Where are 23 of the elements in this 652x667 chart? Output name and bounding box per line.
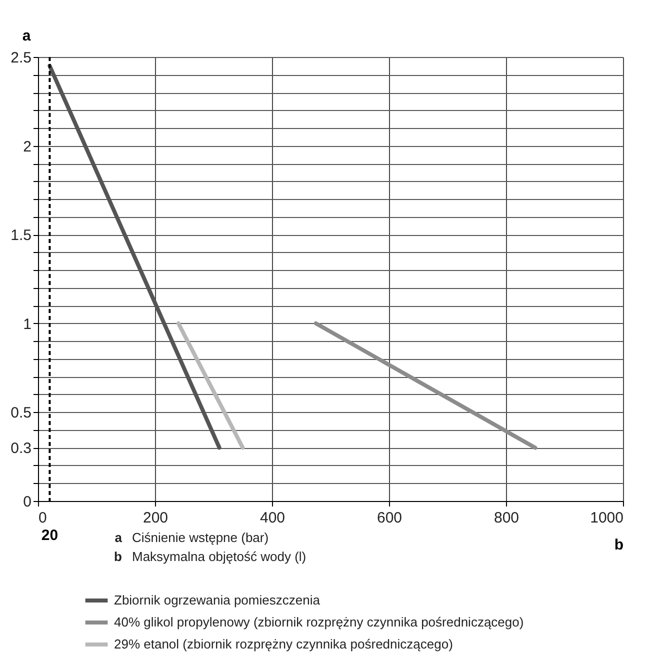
y-tick-label: 0 <box>23 494 32 510</box>
y-axis-title: a <box>22 28 32 44</box>
ref-line-label: 20 <box>41 527 58 544</box>
y-tick-label: 0.5 <box>10 404 32 422</box>
y-tick-label: 2.5 <box>10 50 32 66</box>
x-tick-label: 1000 <box>590 510 624 526</box>
y-tick-label: 0.3 <box>10 440 32 458</box>
legend-label: Zbiornik ogrzewania pomieszczenia <box>114 592 321 608</box>
text: b <box>114 549 122 564</box>
x-tick-label: 200 <box>142 510 168 526</box>
legend-label: 40% glikol propylenowy (zbiornik rozprężny czynnika pośredniczącego) <box>114 614 524 630</box>
x-tick-label: 600 <box>376 510 402 526</box>
text: a <box>114 530 122 545</box>
y-tick-label: 2 <box>23 138 32 156</box>
text: Ciśnienie wstępne (bar) <box>132 530 269 545</box>
x-tick-label: 800 <box>494 510 520 526</box>
legend-label: 29% etanol (zbiornik rozprężny czynnika pośredniczącego) <box>114 636 453 652</box>
x-tick-label: 400 <box>260 510 286 526</box>
x-tick-label: 0 <box>38 510 47 526</box>
y-tick-label: 1 <box>23 316 32 333</box>
x-axis-title: b <box>614 536 624 554</box>
y-tick-label: 1.5 <box>10 227 32 244</box>
text: Maksymalna objętość wody (l) <box>132 549 306 564</box>
